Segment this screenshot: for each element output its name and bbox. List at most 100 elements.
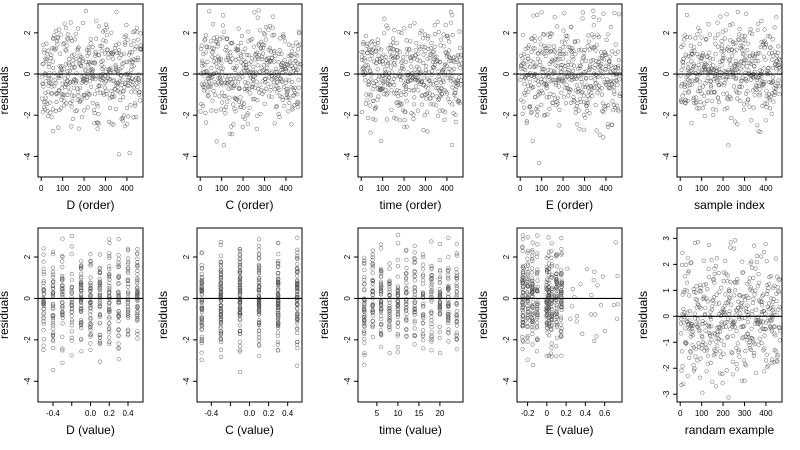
data-point: [687, 318, 692, 323]
x-tick-label: -0.2: [521, 409, 535, 418]
data-point: [431, 102, 436, 107]
data-point: [593, 48, 598, 53]
data-point: [359, 54, 365, 59]
data-point: [598, 303, 604, 308]
data-point: [724, 320, 729, 325]
data-point: [532, 34, 537, 39]
data-point: [116, 318, 121, 324]
data-point: [391, 115, 397, 120]
data-point: [520, 249, 525, 254]
data-point: [718, 14, 723, 19]
data-point: [101, 76, 107, 81]
data-point: [125, 313, 130, 318]
data-point: [234, 97, 239, 102]
data-point: [717, 371, 723, 376]
data-point: [614, 316, 620, 321]
plot-frame: [196, 227, 303, 403]
data-point: [95, 120, 100, 125]
data-point: [426, 46, 431, 52]
data-point: [740, 47, 745, 53]
data-point: [759, 18, 764, 24]
data-point: [362, 255, 367, 260]
data-point: [428, 46, 433, 51]
data-point: [434, 80, 439, 85]
data-point: [221, 29, 226, 34]
data-point: [112, 94, 117, 99]
data-point: [61, 103, 67, 108]
data-point: [276, 304, 281, 309]
x-tick-label: 300: [738, 409, 752, 418]
data-point: [375, 37, 380, 42]
data-point: [441, 66, 446, 71]
data-point: [218, 291, 223, 296]
data-point: [218, 312, 223, 318]
data-point: [701, 283, 707, 288]
data-point: [276, 320, 281, 325]
x-tick-label: 300: [99, 184, 113, 193]
data-point: [64, 101, 69, 106]
data-point: [109, 30, 114, 35]
data-point: [135, 286, 140, 291]
data-point: [559, 300, 564, 305]
data-point: [737, 84, 742, 89]
y-tick-label: 0: [23, 71, 32, 76]
data-point: [694, 77, 699, 82]
data-point: [60, 334, 65, 339]
y-tick-label: 0: [502, 71, 511, 76]
data-point: [754, 307, 759, 312]
data-point: [437, 108, 442, 113]
data-point: [607, 59, 612, 64]
data-point: [295, 313, 300, 318]
data-point: [428, 78, 433, 83]
data-point: [719, 285, 724, 290]
data-point: [97, 359, 102, 364]
x-tick-label: 400: [440, 184, 454, 193]
data-point: [134, 25, 140, 30]
data-point: [530, 304, 535, 310]
data-point: [576, 86, 581, 92]
data-point: [207, 75, 212, 80]
data-point: [540, 90, 546, 96]
data-point: [454, 295, 459, 300]
data-point: [72, 64, 77, 69]
data-point: [685, 84, 690, 89]
data-point: [362, 306, 367, 311]
data-point: [412, 299, 417, 304]
data-point: [239, 33, 245, 39]
data-point: [597, 17, 602, 22]
data-point: [363, 33, 368, 38]
data-point: [107, 105, 113, 111]
data-point: [457, 100, 462, 106]
data-point: [69, 318, 74, 323]
data-point: [560, 56, 565, 61]
data-point: [72, 37, 78, 42]
data-point: [214, 139, 219, 144]
data-point: [257, 335, 262, 340]
data-point: [719, 338, 724, 343]
data-point: [423, 63, 429, 69]
data-point: [56, 27, 62, 32]
data-point: [250, 81, 255, 87]
data-point: [546, 249, 552, 255]
data-point: [736, 37, 742, 43]
data-point: [734, 329, 739, 334]
data-point: [404, 317, 409, 323]
data-point: [198, 46, 204, 52]
data-point: [269, 94, 274, 99]
data-point: [758, 323, 763, 328]
data-point: [199, 82, 204, 87]
data-point: [728, 279, 733, 285]
data-point: [257, 28, 262, 33]
data-point: [397, 117, 403, 123]
data-point: [737, 84, 742, 89]
data-point: [450, 102, 455, 107]
data-point: [695, 25, 701, 30]
y-tick-label: 0: [182, 296, 191, 301]
data-point: [199, 327, 204, 332]
data-point: [743, 363, 748, 368]
data-point: [396, 241, 401, 246]
data-point: [694, 284, 699, 289]
data-point: [537, 161, 542, 166]
data-point: [384, 117, 390, 122]
data-point: [289, 53, 294, 59]
